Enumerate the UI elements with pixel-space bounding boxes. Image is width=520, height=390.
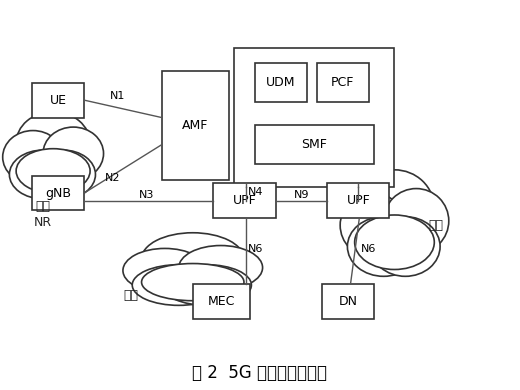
Text: AMF: AMF bbox=[182, 119, 209, 132]
Text: UPF: UPF bbox=[346, 194, 370, 207]
Ellipse shape bbox=[16, 149, 90, 193]
FancyBboxPatch shape bbox=[327, 183, 389, 218]
Text: UDM: UDM bbox=[266, 76, 295, 89]
Ellipse shape bbox=[123, 248, 207, 292]
Ellipse shape bbox=[179, 246, 263, 290]
Ellipse shape bbox=[162, 265, 251, 305]
Ellipse shape bbox=[132, 265, 225, 305]
Text: UPF: UPF bbox=[232, 194, 256, 207]
Text: N6: N6 bbox=[248, 244, 264, 254]
Ellipse shape bbox=[141, 233, 244, 285]
Ellipse shape bbox=[355, 215, 434, 269]
Ellipse shape bbox=[9, 150, 76, 199]
Text: gNB: gNB bbox=[45, 186, 71, 200]
Text: UE: UE bbox=[50, 94, 67, 106]
Text: 图 2  5G 核心网标准模型: 图 2 5G 核心网标准模型 bbox=[192, 364, 328, 382]
Ellipse shape bbox=[340, 193, 405, 257]
Text: N3: N3 bbox=[138, 190, 154, 200]
Ellipse shape bbox=[371, 217, 440, 277]
FancyBboxPatch shape bbox=[317, 63, 369, 102]
Ellipse shape bbox=[16, 112, 90, 174]
Text: MEC: MEC bbox=[207, 295, 235, 308]
FancyBboxPatch shape bbox=[255, 63, 307, 102]
Text: N1: N1 bbox=[110, 91, 125, 101]
Text: 接入: 接入 bbox=[35, 200, 50, 213]
Text: DN: DN bbox=[339, 295, 357, 308]
FancyBboxPatch shape bbox=[213, 183, 276, 218]
Text: N2: N2 bbox=[105, 172, 120, 183]
Text: 核心: 核心 bbox=[428, 220, 444, 232]
Text: N9: N9 bbox=[294, 190, 309, 200]
Text: SMF: SMF bbox=[302, 138, 327, 151]
Text: 边缘: 边缘 bbox=[123, 289, 138, 302]
Ellipse shape bbox=[43, 127, 103, 180]
Text: N4: N4 bbox=[248, 187, 264, 197]
Text: N6: N6 bbox=[361, 244, 376, 254]
Ellipse shape bbox=[384, 189, 449, 254]
Ellipse shape bbox=[3, 131, 63, 184]
FancyBboxPatch shape bbox=[193, 284, 250, 319]
Ellipse shape bbox=[31, 150, 96, 199]
FancyBboxPatch shape bbox=[162, 71, 229, 179]
Text: PCF: PCF bbox=[331, 76, 355, 89]
Ellipse shape bbox=[347, 217, 420, 277]
Ellipse shape bbox=[355, 170, 434, 246]
FancyBboxPatch shape bbox=[322, 284, 374, 319]
FancyBboxPatch shape bbox=[32, 176, 84, 211]
Ellipse shape bbox=[141, 264, 244, 301]
FancyBboxPatch shape bbox=[32, 83, 84, 117]
FancyBboxPatch shape bbox=[234, 48, 395, 187]
FancyBboxPatch shape bbox=[255, 125, 374, 164]
Text: NR: NR bbox=[34, 216, 52, 229]
Text: 5GC-CP: 5GC-CP bbox=[261, 142, 305, 155]
